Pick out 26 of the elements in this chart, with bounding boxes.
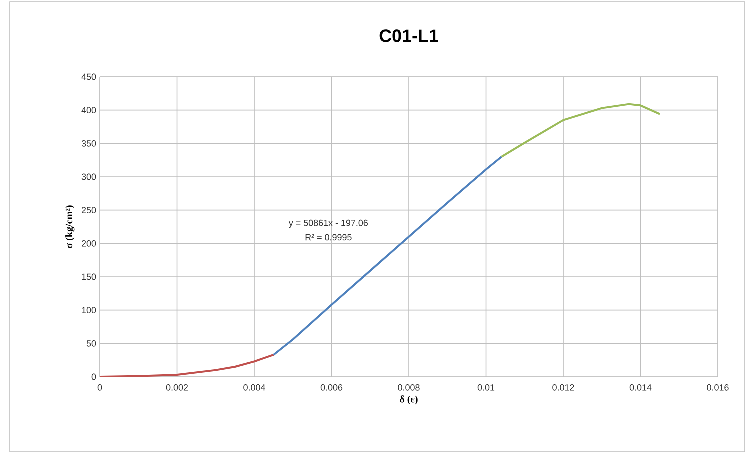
annotation: y = 50861x - 197.06 [288,220,368,228]
x-tick-label: 0.01 [478,384,495,391]
x-tick-label: 0.004 [244,384,266,391]
x-tick-label: 0.008 [398,384,420,391]
y-tick-label: 200 [82,240,96,247]
line-series [500,103,662,158]
annotation: R² = 0.9995 [306,234,352,241]
y-axis-title: σ (kg/cm²) [66,206,75,248]
x-tick-label: 0.012 [552,384,574,391]
x-tick-label: 0.014 [630,384,652,391]
x-tick-label: 0.016 [707,384,729,391]
y-tick-label: 150 [82,274,96,280]
y-tick-label: 100 [82,307,96,314]
chart-title: C01-L1 [380,30,438,42]
y-tick-label: 250 [82,207,96,214]
y-tick-label: 300 [82,174,96,180]
y-tick-label: 50 [86,340,96,347]
line-series [100,354,275,377]
y-tick-label: 0 [92,374,96,380]
y-tick-label: 400 [82,107,96,114]
y-tick-label: 450 [82,74,96,80]
x-axis-title: δ (ε) [400,396,418,405]
x-tick-label: 0.006 [320,384,343,391]
x-tick-label: 0 [98,384,102,391]
x-tick-label: 0.002 [166,384,188,391]
y-tick-label: 350 [82,140,96,147]
